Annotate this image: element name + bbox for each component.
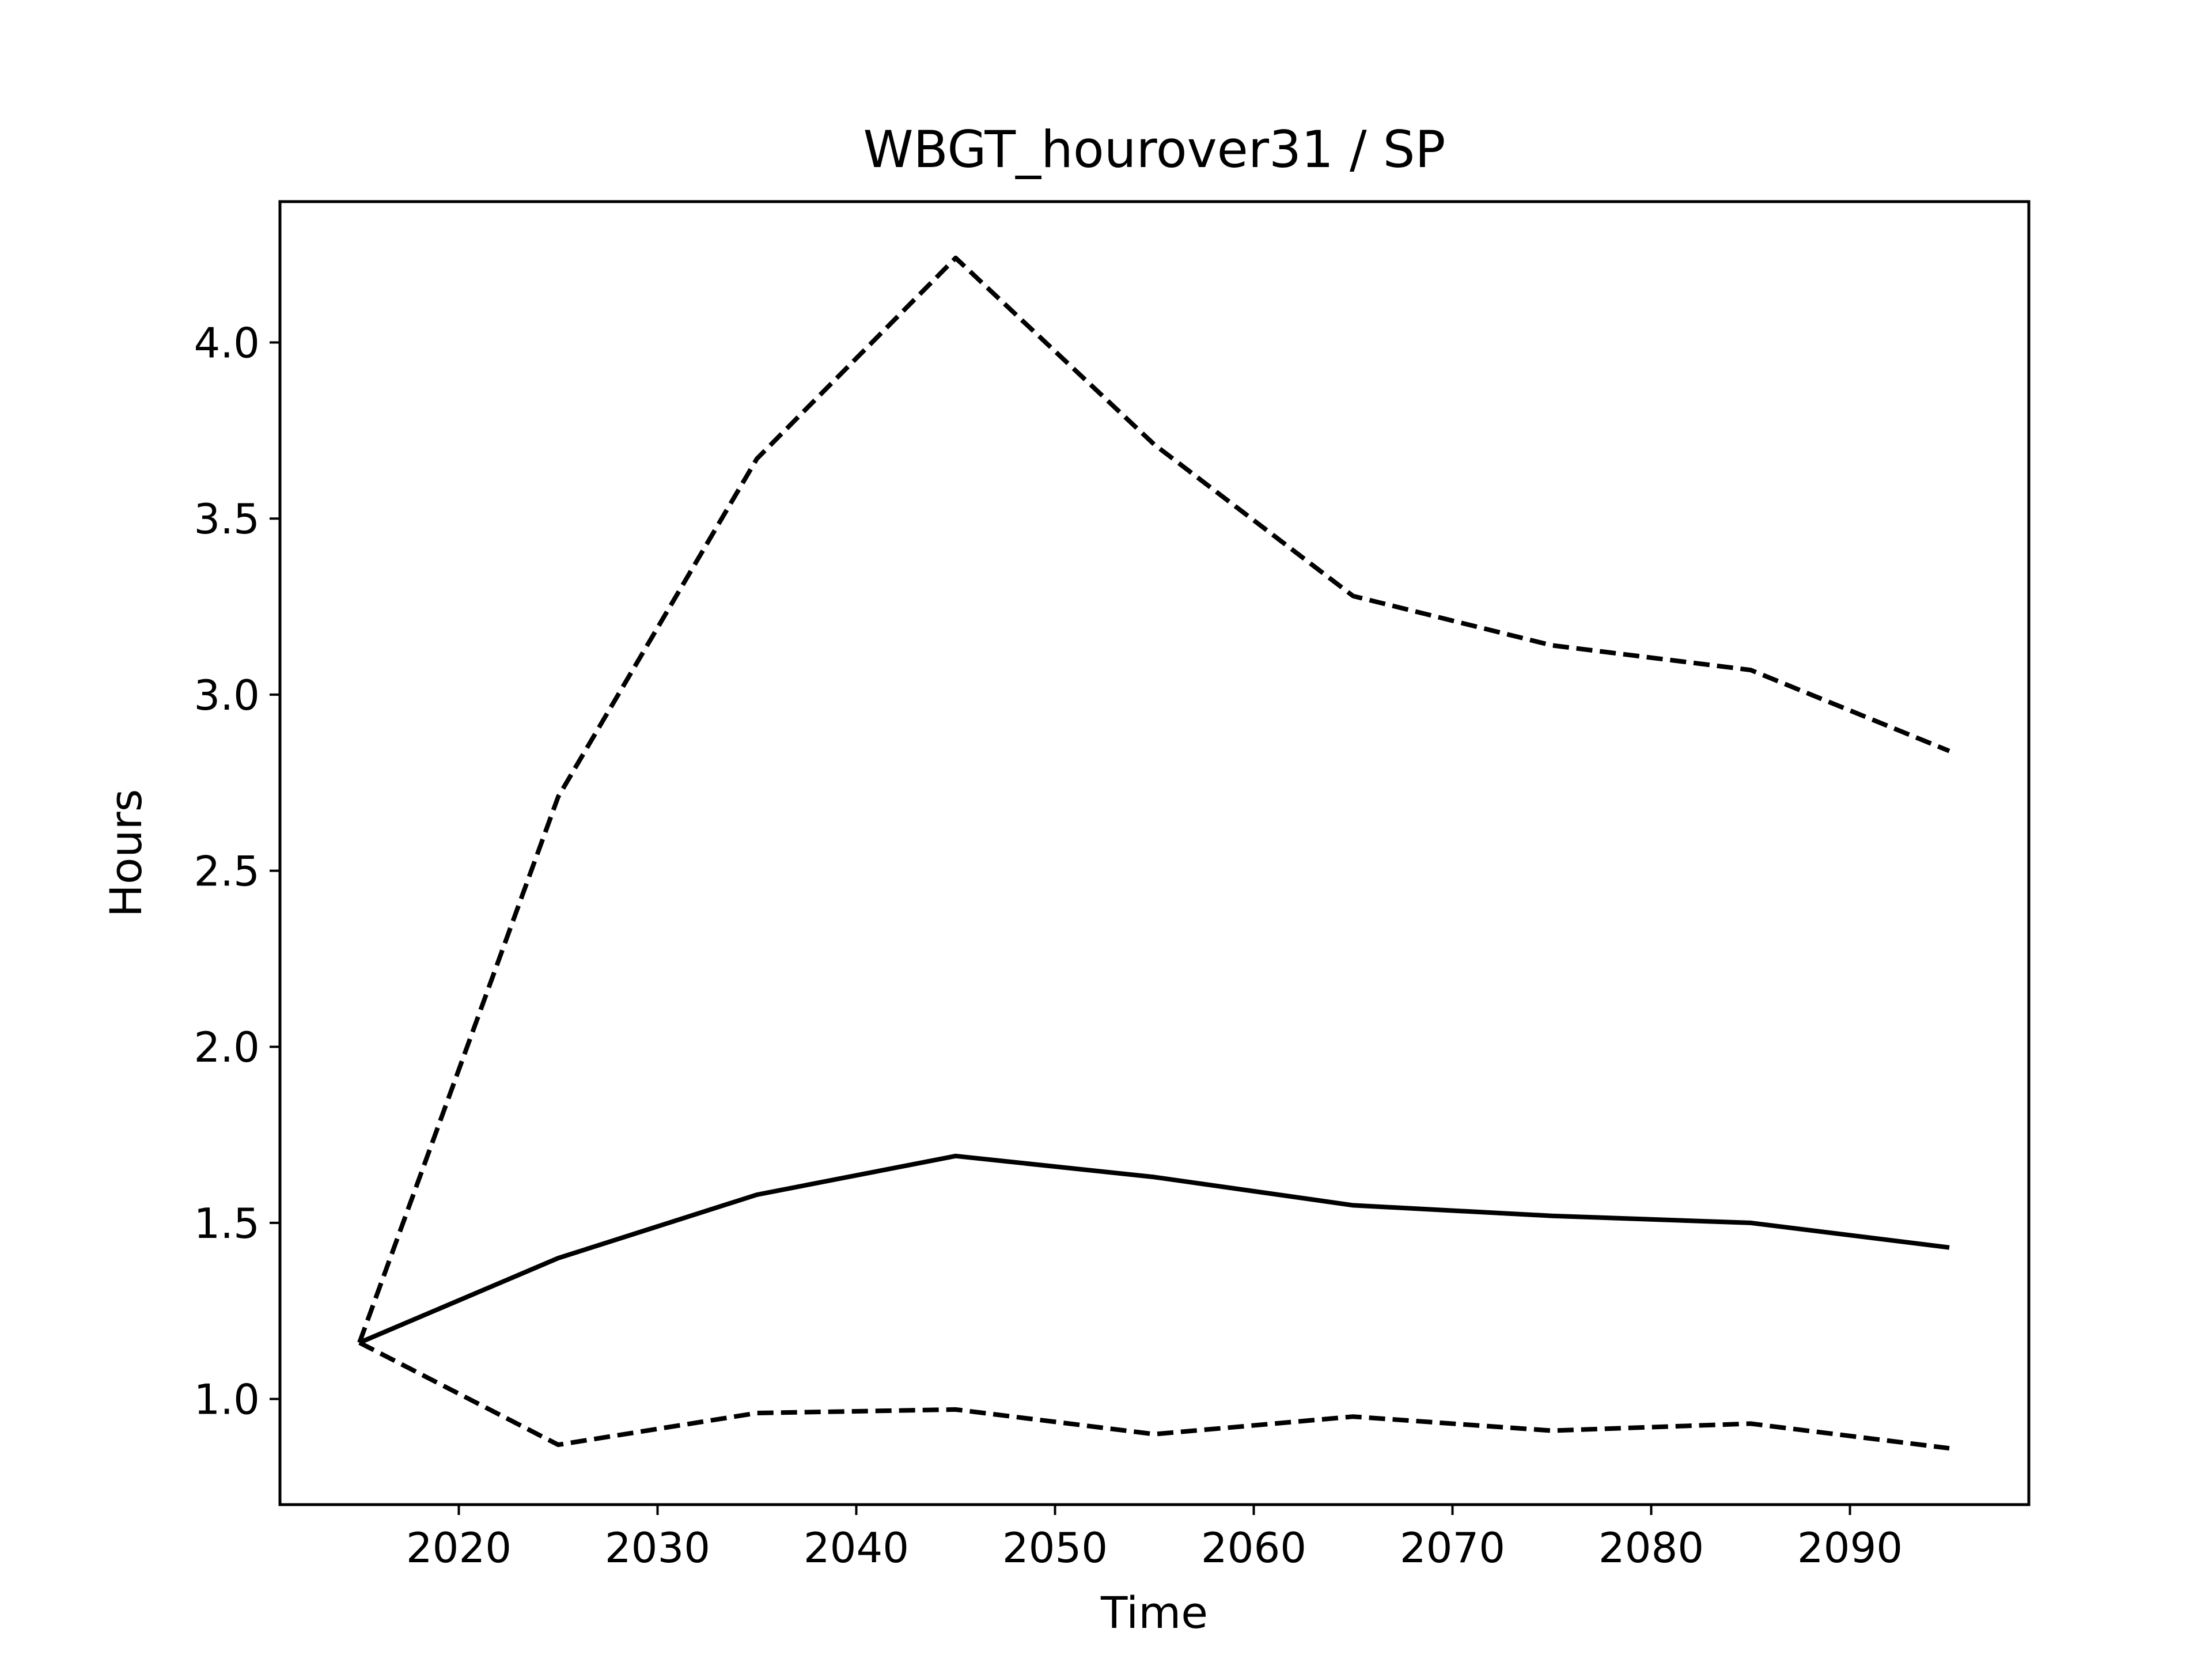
y-tick-label: 4.0 <box>194 319 260 368</box>
chart-title: WBGT_hourover31 / SP <box>863 120 1445 179</box>
x-tick-label: 2090 <box>1797 1524 1903 1572</box>
y-tick-label: 1.0 <box>194 1376 260 1424</box>
series-line-1 <box>358 1153 1950 1345</box>
x-tick-label: 2070 <box>1400 1524 1505 1572</box>
y-tick-label: 2.0 <box>194 1023 260 1071</box>
x-tick-label: 2030 <box>605 1524 710 1572</box>
x-tick-label: 2080 <box>1599 1524 1704 1572</box>
plot-area <box>357 255 1950 1451</box>
y-tick-label: 1.5 <box>194 1199 260 1248</box>
y-axis-label: Hours <box>100 789 151 918</box>
x-axis-label: Time <box>1100 1587 1208 1638</box>
y-tick-label: 3.5 <box>194 495 260 543</box>
x-tick-label: 2050 <box>1002 1524 1108 1572</box>
y-tick-label: 2.5 <box>194 847 260 896</box>
x-tick-label: 2040 <box>804 1524 909 1572</box>
x-axis: 2020 2030 2040 2050 2060 2070 2080 2090 <box>406 1505 1903 1572</box>
y-tick-label: 3.0 <box>194 671 260 719</box>
x-tick-label: 2060 <box>1201 1524 1306 1572</box>
plot-frame <box>278 200 2031 1506</box>
y-axis: 1.0 1.5 2.0 2.5 3.0 3.5 4.0 <box>194 319 280 1424</box>
series-line-2 <box>357 255 1950 1344</box>
x-tick-label: 2020 <box>406 1524 512 1572</box>
series-line-3 <box>358 1340 1950 1451</box>
